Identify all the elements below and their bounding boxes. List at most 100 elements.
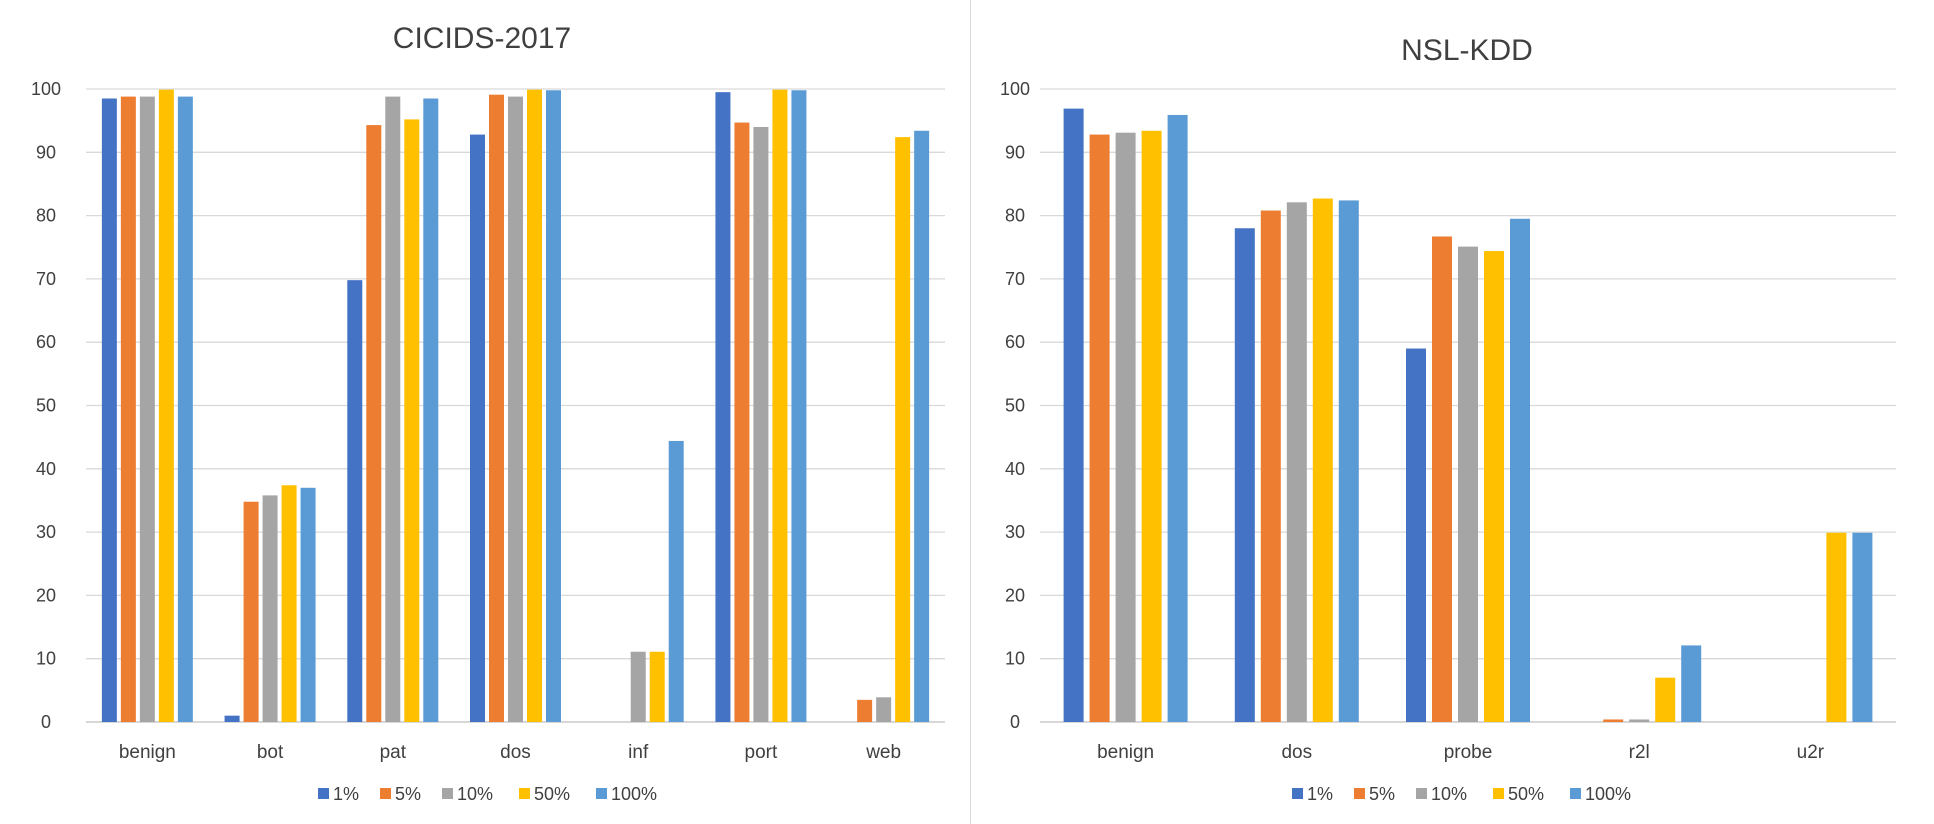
- category-label: u2r: [1797, 742, 1825, 763]
- bar-pat-1pct: [347, 280, 363, 722]
- category-label: bot: [257, 742, 284, 763]
- bar-bot-5pct: [243, 501, 259, 722]
- y-tick-label: 100: [31, 79, 61, 99]
- legend-label: 5%: [1369, 784, 1395, 804]
- bar-r2l-50pct: [1655, 677, 1676, 722]
- legend-label: 10%: [1431, 784, 1467, 804]
- legend-swatch: [380, 788, 391, 799]
- bar-probe-100pct: [1510, 218, 1530, 722]
- bar-dos-100pct: [1338, 200, 1359, 722]
- y-tick-label: 40: [1005, 459, 1025, 479]
- y-tick-label: 90: [36, 142, 56, 162]
- y-tick-label: 20: [36, 585, 56, 605]
- bar-r2l-5pct: [1603, 719, 1624, 722]
- chart-title: CICIDS-2017: [393, 22, 571, 55]
- bar-benign-1pct: [101, 98, 117, 723]
- bar-port-50pct: [772, 89, 788, 723]
- category-label: probe: [1444, 742, 1493, 763]
- category-label: web: [865, 742, 901, 763]
- category-label: benign: [119, 742, 176, 763]
- category-label: pat: [380, 742, 407, 763]
- y-tick-label: 30: [36, 522, 56, 542]
- y-tick-label: 20: [1005, 585, 1025, 605]
- bar-pat-10pct: [385, 96, 401, 722]
- bar-port-100pct: [791, 90, 807, 723]
- bar-probe-50pct: [1484, 251, 1504, 722]
- bar-benign-10pct: [139, 96, 155, 722]
- legend-label: 100%: [611, 784, 657, 804]
- bar-pat-5pct: [366, 125, 382, 723]
- bar-benign-50pct: [158, 89, 174, 723]
- bar-dos-10pct: [508, 96, 523, 722]
- y-tick-label: 100: [1000, 79, 1030, 99]
- bar-probe-10pct: [1458, 246, 1478, 722]
- category-label: inf: [628, 742, 649, 763]
- bar-dos-1pct: [470, 134, 485, 723]
- y-tick-label: 60: [1005, 332, 1025, 352]
- bar-benign-100pct: [177, 96, 193, 722]
- bar-u2r-50pct: [1826, 532, 1847, 722]
- y-tick-label: 90: [1005, 142, 1025, 162]
- category-label: port: [745, 742, 778, 763]
- legend-label: 5%: [395, 784, 421, 804]
- bar-probe-5pct: [1432, 236, 1452, 722]
- legend-label: 50%: [534, 784, 570, 804]
- y-tick-label: 0: [41, 712, 51, 732]
- legend-swatch: [1416, 788, 1427, 799]
- legend-label: 1%: [333, 784, 359, 804]
- category-label: dos: [500, 742, 531, 763]
- bar-bot-100pct: [300, 487, 316, 722]
- y-tick-label: 30: [1005, 522, 1025, 542]
- bar-dos-10pct: [1286, 202, 1307, 722]
- bar-dos-100pct: [546, 90, 561, 723]
- bar-benign-1pct: [1063, 108, 1084, 723]
- legend-swatch: [442, 788, 453, 799]
- bar-dos-5pct: [1260, 210, 1281, 722]
- y-tick-label: 50: [1005, 396, 1025, 416]
- bar-benign-5pct: [120, 96, 136, 722]
- category-label: r2l: [1629, 742, 1650, 763]
- bar-port-10pct: [753, 126, 769, 723]
- y-tick-label: 70: [36, 269, 56, 289]
- bar-pat-50pct: [404, 119, 420, 722]
- bar-r2l-10pct: [1629, 719, 1650, 722]
- bar-web-5pct: [857, 699, 873, 722]
- legend-label: 10%: [457, 784, 493, 804]
- legend-label: 1%: [1307, 784, 1333, 804]
- legend-swatch: [1292, 788, 1303, 799]
- bar-dos-5pct: [489, 94, 504, 722]
- bar-r2l-100pct: [1681, 645, 1702, 722]
- bar-inf-100pct: [668, 440, 684, 722]
- y-tick-label: 60: [36, 332, 56, 352]
- bar-probe-1pct: [1406, 348, 1426, 722]
- bar-u2r-100pct: [1852, 532, 1873, 722]
- category-label: dos: [1281, 742, 1312, 763]
- y-tick-label: 10: [36, 649, 56, 669]
- chart-nslkdd: NSL-KDD 0 10 20 30 40 50 60 70 80 90 100 benign dos pr…: [1000, 34, 1896, 804]
- legend-swatch: [1570, 788, 1581, 799]
- y-tick-label: 70: [1005, 269, 1025, 289]
- bar-port-5pct: [734, 122, 750, 722]
- y-tick-label: 40: [36, 459, 56, 479]
- chart-cicids: CICIDS-2017 0 10 20 30 40 50 60 70 80 90 100 benign b…: [31, 22, 945, 804]
- legend: 1% 5% 10% 50% 100%: [1292, 784, 1631, 804]
- legend-label: 50%: [1508, 784, 1544, 804]
- panel-divider: [970, 0, 971, 824]
- bar-port-1pct: [715, 92, 731, 723]
- y-tick-label: 80: [1005, 206, 1025, 226]
- bar-dos-50pct: [1312, 198, 1333, 722]
- bar-bot-1pct: [224, 715, 240, 722]
- legend: 1% 5% 10% 50% 100%: [318, 784, 657, 804]
- y-tick-label: 80: [36, 206, 56, 226]
- legend-label: 100%: [1585, 784, 1631, 804]
- bar-inf-50pct: [649, 651, 665, 722]
- bar-web-10pct: [876, 697, 892, 722]
- legend-swatch: [318, 788, 329, 799]
- legend-swatch: [1493, 788, 1504, 799]
- legend-swatch: [1354, 788, 1365, 799]
- bar-dos-50pct: [527, 89, 542, 723]
- bar-benign-10pct: [1115, 132, 1136, 722]
- bar-bot-10pct: [262, 495, 278, 722]
- bar-benign-5pct: [1089, 134, 1110, 723]
